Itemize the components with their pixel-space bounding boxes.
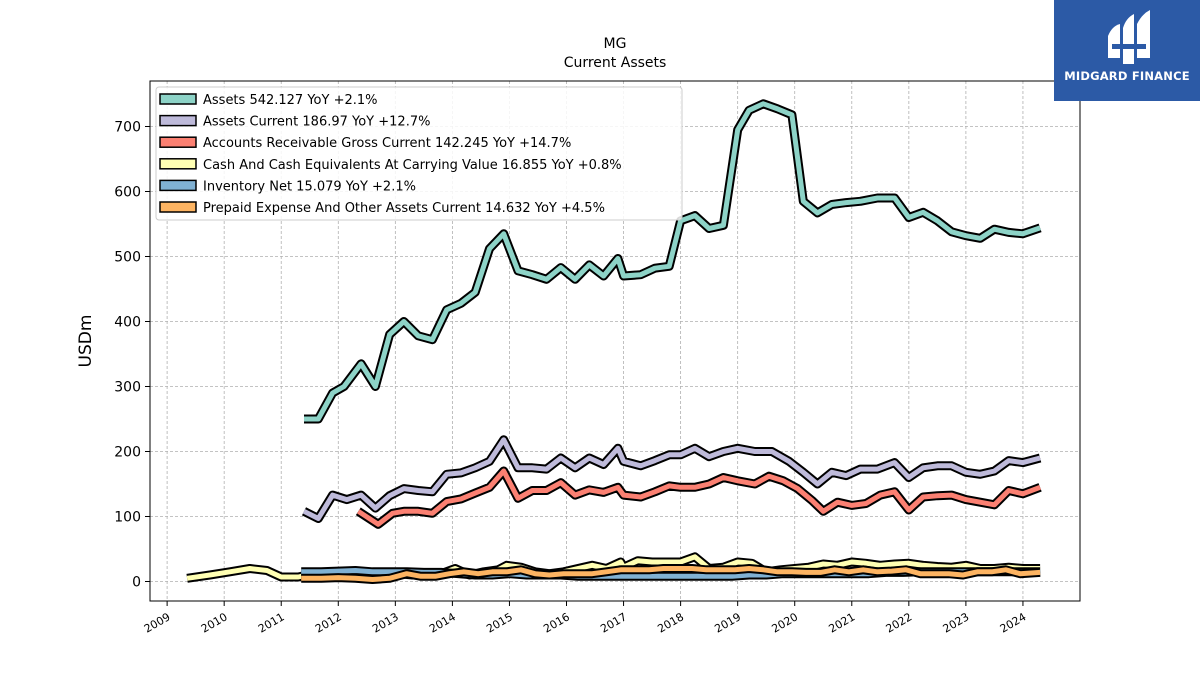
legend-swatch bbox=[159, 158, 197, 170]
x-tick-label: 2009 bbox=[142, 610, 173, 635]
series-lines bbox=[186, 99, 1042, 584]
legend-entry: Assets 542.127 YoY +2.1% bbox=[203, 93, 378, 108]
series-line-6 bbox=[301, 564, 1041, 584]
x-tick-label: 2014 bbox=[427, 610, 458, 635]
x-tick-label: 2011 bbox=[256, 610, 287, 635]
legend-entry: Assets Current 186.97 YoY +12.7% bbox=[203, 115, 430, 130]
legend-swatch bbox=[159, 93, 197, 105]
series-stroke bbox=[301, 566, 1041, 582]
x-tick-label: 2016 bbox=[541, 610, 572, 635]
y-axis: 0 100 200 300 400 500 600 700 bbox=[114, 120, 150, 591]
legend-swatch bbox=[159, 201, 197, 213]
legend-box bbox=[155, 86, 683, 221]
legend-swatch bbox=[159, 179, 197, 192]
chart-subtitle: Current Assets bbox=[564, 55, 667, 71]
y-tick-label: 200 bbox=[114, 445, 141, 461]
series-outline bbox=[301, 435, 1042, 523]
x-tick-label: 2024 bbox=[998, 610, 1029, 635]
x-tick-label: 2021 bbox=[827, 610, 858, 635]
x-tick-label: 2013 bbox=[370, 610, 401, 635]
x-tick-label: 2019 bbox=[712, 610, 743, 635]
y-tick-label: 100 bbox=[114, 510, 141, 526]
x-axis: 2009 2010 2011 2012 2013 2014 2015 2016 2017 2018… bbox=[142, 601, 1029, 636]
series-line-3 bbox=[355, 466, 1042, 529]
x-tick-label: 2015 bbox=[484, 610, 515, 635]
series-stroke bbox=[356, 468, 1041, 527]
series-line-2 bbox=[301, 435, 1042, 523]
legend-entry: Prepaid Expense And Other Assets Current… bbox=[203, 201, 605, 216]
legend-entry: Cash And Cash Equivalents At Carrying Va… bbox=[203, 158, 622, 173]
x-tick-label: 2018 bbox=[655, 610, 686, 635]
y-tick-label: 300 bbox=[114, 380, 141, 396]
plot-frame bbox=[149, 80, 1081, 602]
y-tick-label: 600 bbox=[114, 185, 141, 201]
x-tick-label: 2023 bbox=[941, 610, 972, 635]
y-tick-label: 0 bbox=[132, 575, 141, 591]
x-tick-label: 2012 bbox=[313, 610, 344, 635]
legend-swatch bbox=[159, 114, 197, 127]
chart-title: MG bbox=[604, 36, 627, 52]
legend-swatch bbox=[159, 136, 197, 148]
legend-entry: Inventory Net 15.079 YoY +2.1% bbox=[203, 179, 416, 194]
legend-entry: Accounts Receivable Gross Current 142.24… bbox=[203, 136, 571, 151]
y-tick-label: 400 bbox=[114, 315, 141, 331]
y-tick-label: 500 bbox=[114, 250, 141, 266]
x-tick-label: 2022 bbox=[884, 610, 915, 635]
logo-text: MIDGARD FINANCE bbox=[1064, 69, 1190, 83]
x-tick-label: 2020 bbox=[769, 610, 800, 635]
series-line-1 bbox=[304, 99, 1042, 424]
x-tick-label: 2017 bbox=[598, 610, 629, 635]
legend: Assets 542.127 YoY +2.1% Assets Current 1… bbox=[155, 86, 683, 221]
y-axis-label: USDm bbox=[76, 315, 96, 368]
x-tick-label: 2010 bbox=[199, 610, 230, 635]
series-stroke bbox=[302, 437, 1041, 521]
y-tick-label: 700 bbox=[114, 120, 141, 136]
series-stroke bbox=[304, 101, 1041, 422]
midgard-mark-icon bbox=[1108, 10, 1150, 64]
midgard-finance-logo: MIDGARD FINANCE bbox=[1054, 0, 1200, 101]
